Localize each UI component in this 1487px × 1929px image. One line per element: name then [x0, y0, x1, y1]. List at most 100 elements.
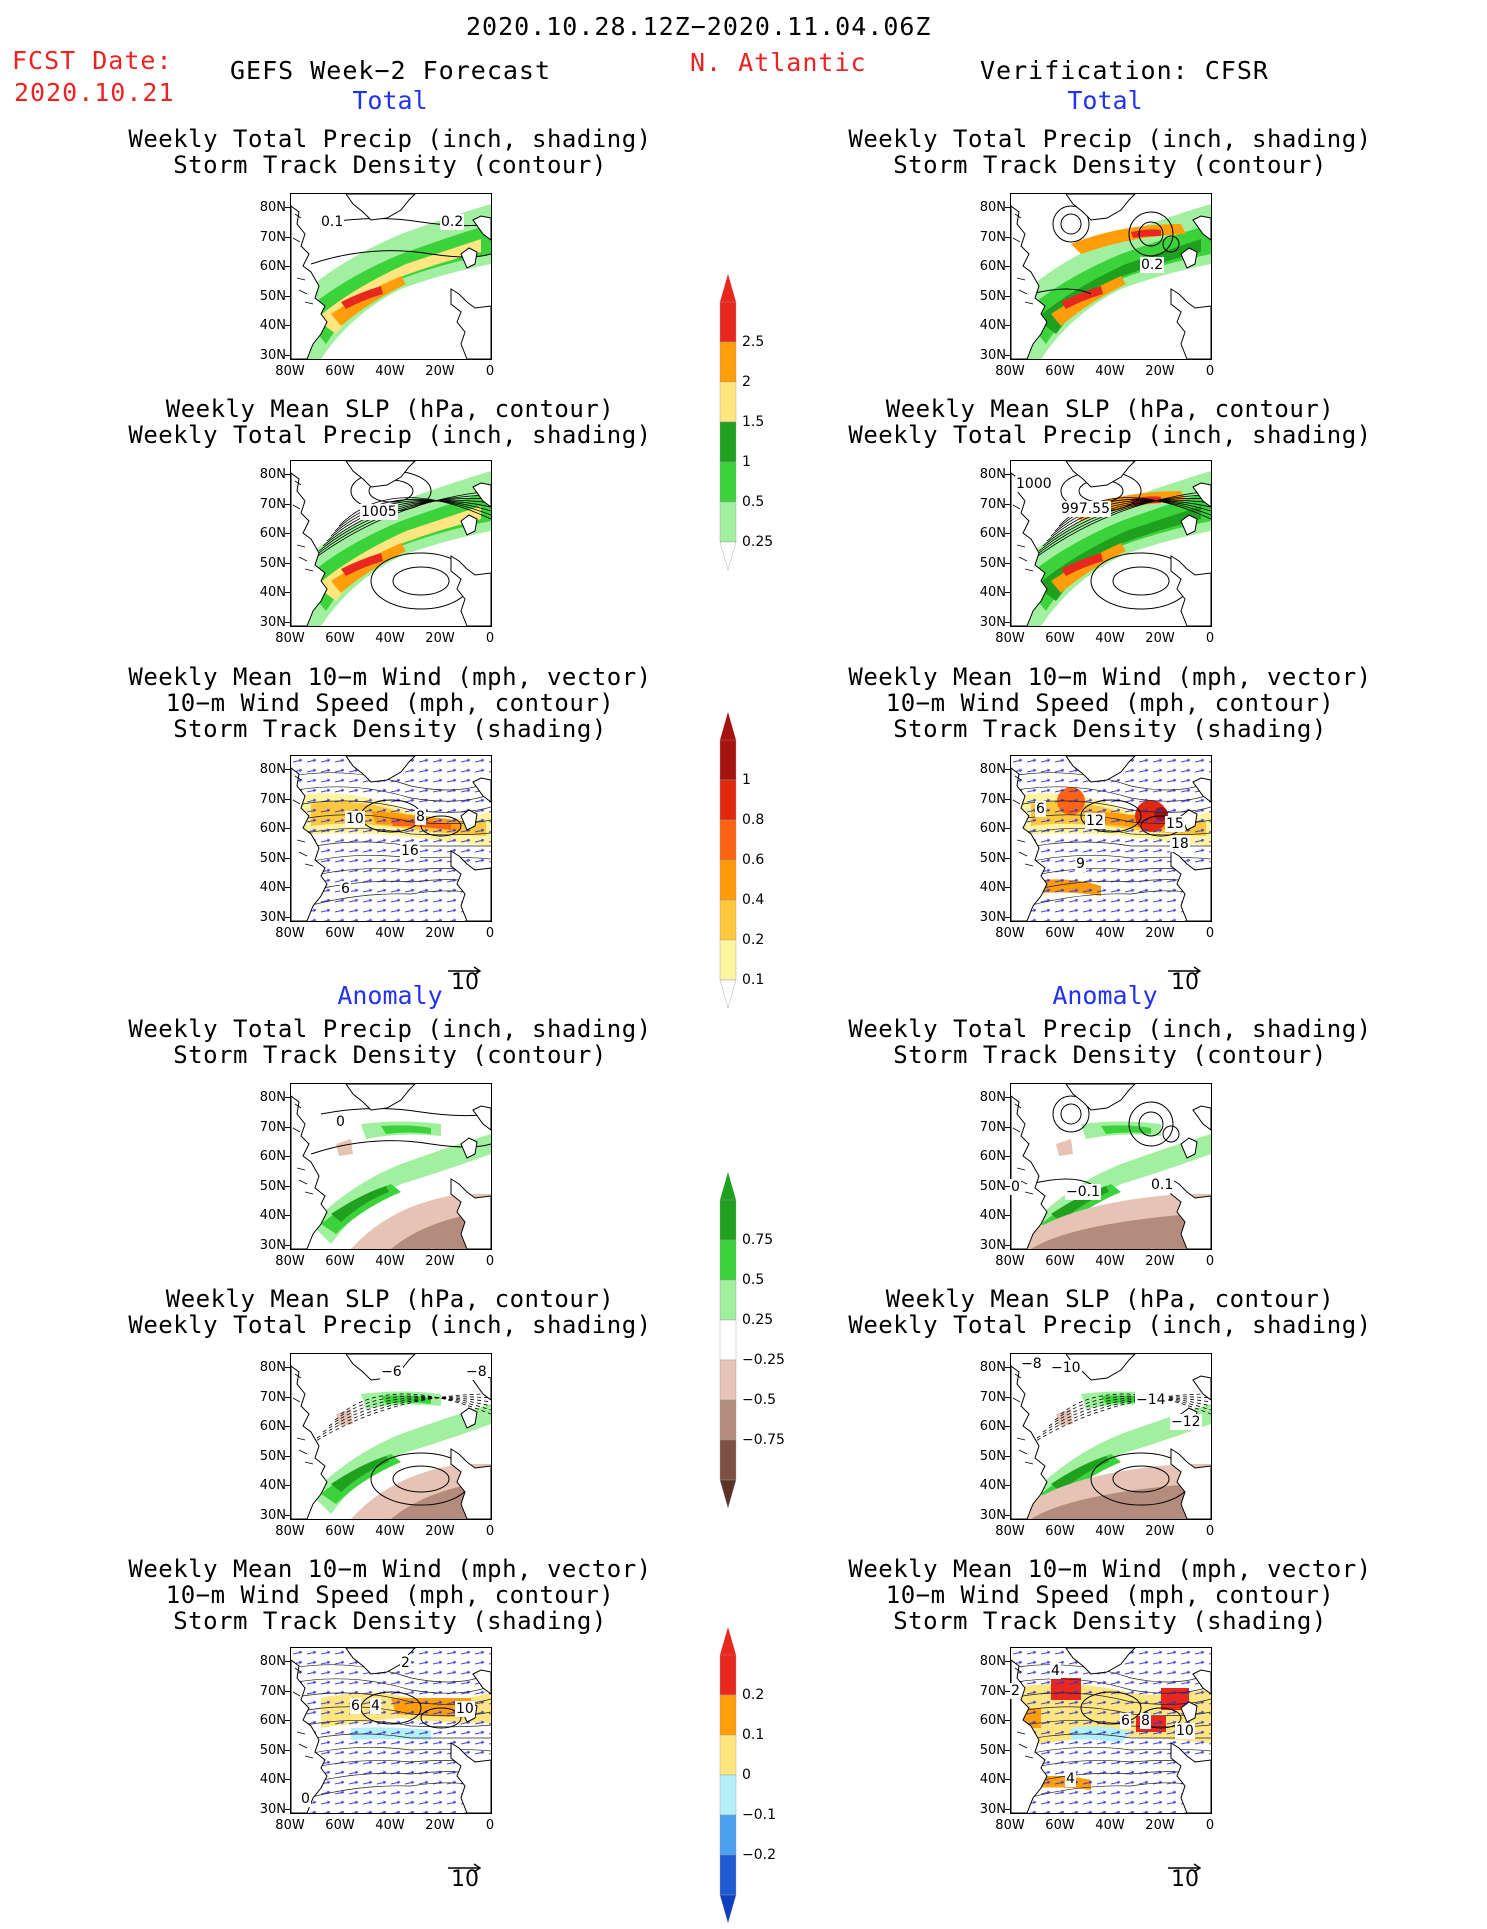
colorbar-label: 2 [742, 374, 751, 390]
lat-label: 80N [979, 1090, 1006, 1105]
lon-label: 20W [425, 1524, 455, 1539]
lon-label: 40W [375, 1524, 405, 1539]
lat-label: 70N [259, 229, 286, 245]
contour-label: −8 [1020, 1356, 1043, 1372]
lat-label: 80N [259, 1360, 286, 1375]
colorbar-label: 0.8 [742, 812, 765, 828]
colorbar-label: 0.4 [742, 892, 765, 908]
lon-label: 60W [1045, 1254, 1075, 1269]
lat-label: 80N [979, 762, 1006, 777]
lat-label: 80N [259, 762, 286, 777]
lon-label: 80W [995, 1254, 1025, 1269]
contour-label: 18 [1170, 836, 1190, 852]
lon-label: 0 [1205, 926, 1215, 941]
lon-label: 40W [1095, 631, 1125, 646]
lat-label: 70N [259, 1683, 286, 1699]
contour-label: 12 [1085, 813, 1105, 829]
lat-label: 80N [979, 467, 1006, 482]
map-graphic [291, 1354, 491, 1519]
colorbar-label: 0.2 [742, 932, 765, 948]
lon-label: 20W [1145, 1818, 1175, 1833]
contour-label: 0.2 [1140, 257, 1165, 273]
lat-tick [1005, 1396, 1010, 1398]
vector-reference: 10 [1160, 958, 1210, 995]
panel-title-line: Weekly Total Precip (inch, shading) [848, 125, 1372, 153]
lat-tick [1005, 295, 1010, 297]
panel-title-line: Storm Track Density (shading) [173, 1607, 607, 1635]
lat-tick [285, 325, 290, 326]
contour-label: 10 [1175, 1723, 1195, 1739]
contour-label: 16 [400, 843, 420, 859]
lat-tick [1005, 1097, 1010, 1098]
lat-label: 40N [259, 1772, 286, 1787]
map-panel-p2_left [290, 460, 492, 627]
lat-tick [285, 592, 290, 593]
lon-label: 60W [325, 631, 355, 646]
lat-label: 30N [259, 1801, 286, 1817]
map-panel-p5_right [1010, 1353, 1212, 1520]
lon-label: 20W [425, 926, 455, 941]
lon-label: 0 [485, 1254, 495, 1269]
contour-label: −8 [465, 1364, 488, 1380]
panel-title-line: Weekly Mean 10−m Wind (mph, vector) [848, 1555, 1372, 1583]
lat-tick [285, 295, 290, 297]
lon-label: 60W [1045, 364, 1075, 379]
lat-tick [285, 1097, 290, 1098]
map-graphic [291, 756, 491, 921]
lon-label: 0 [1205, 1254, 1215, 1269]
lat-label: 80N [979, 1654, 1006, 1669]
lon-label: 20W [425, 364, 455, 379]
contour-label: 0.1 [1150, 1177, 1175, 1193]
lat-label: 70N [259, 1119, 286, 1135]
lon-label: 0 [1205, 364, 1215, 379]
panel-title-line: Storm Track Density (contour) [893, 1041, 1327, 1069]
lat-tick [285, 1367, 290, 1368]
lat-label: 60N [979, 1149, 1006, 1164]
contour-label: 0 [335, 1114, 346, 1130]
lat-label: 50N [259, 1742, 286, 1758]
lat-label: 40N [979, 585, 1006, 600]
lon-label: 80W [995, 926, 1025, 941]
colorbar-label: 0.2 [742, 1687, 765, 1703]
lat-tick [1005, 325, 1010, 326]
lat-label: 70N [259, 1389, 286, 1405]
right-anomaly-label: Anomaly [1052, 981, 1158, 1010]
lat-tick [1005, 1690, 1010, 1692]
lat-tick [1005, 562, 1010, 564]
lon-label: 40W [375, 926, 405, 941]
map-graphic [1011, 1354, 1211, 1519]
lon-label: 40W [375, 1818, 405, 1833]
map-panel-p1_right [1010, 193, 1212, 360]
lon-label: 80W [275, 364, 305, 379]
lat-tick [1005, 1455, 1010, 1457]
panel-title-line: Weekly Mean 10−m Wind (mph, vector) [848, 663, 1372, 691]
lat-label: 40N [259, 318, 286, 333]
lat-tick [285, 857, 290, 859]
lon-label: 20W [425, 631, 455, 646]
lon-label: 40W [375, 631, 405, 646]
lat-tick [1005, 1367, 1010, 1368]
contour-label: 8 [1140, 1713, 1151, 1729]
lat-label: 70N [259, 791, 286, 807]
lat-tick [285, 1244, 290, 1246]
lat-label: 30N [979, 909, 1006, 925]
lat-label: 40N [979, 1208, 1006, 1223]
contour-label: 6 [1120, 1713, 1131, 1729]
lon-label: 40W [1095, 1254, 1125, 1269]
colorbar-label: −0.1 [742, 1807, 776, 1823]
lat-label: 30N [259, 614, 286, 630]
lat-tick [1005, 1426, 1010, 1427]
lat-tick [1005, 533, 1010, 534]
lat-tick [285, 562, 290, 564]
lat-label: 30N [979, 347, 1006, 363]
contour-label: 8 [415, 809, 426, 825]
lat-label: 30N [979, 1801, 1006, 1817]
contour-label: 2 [1010, 1683, 1021, 1699]
contour-label: 10 [455, 1701, 475, 1717]
lat-label: 70N [979, 229, 1006, 245]
panel-title-line: Weekly Mean SLP (hPa, contour) [165, 395, 615, 423]
lon-label: 80W [995, 1818, 1025, 1833]
lat-tick [285, 1749, 290, 1751]
lat-tick [285, 769, 290, 770]
contour-label: 0.1 [320, 214, 345, 230]
